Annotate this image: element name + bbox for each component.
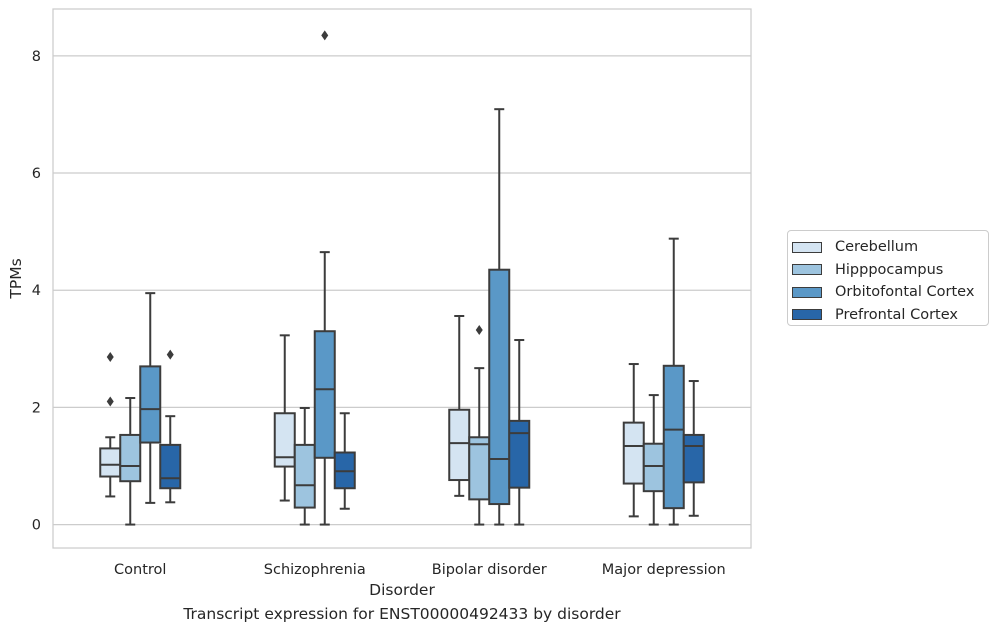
box <box>159 443 182 490</box>
box-orbitofontal-cortex <box>488 108 511 526</box>
y-axis-label: TPMs <box>7 258 25 299</box>
box <box>642 442 665 493</box>
box <box>488 268 511 506</box>
box <box>622 421 645 485</box>
box-prefrontal-cortex <box>508 339 531 526</box>
x-tick-label: Bipolar disorder <box>432 562 547 578</box>
box-orbitofontal-cortex <box>139 292 162 504</box>
box <box>273 412 296 468</box>
box-prefrontal-cortex <box>159 349 182 504</box>
box-orbitofontal-cortex <box>662 237 685 526</box>
box-hipppocampus <box>293 406 316 526</box>
y-tick-label: 8 <box>32 49 41 65</box>
x-tick-labels: Control Schizophrenia Bipolar disorder Majo… <box>114 562 726 578</box>
box-hipppocampus <box>468 325 491 526</box>
box <box>139 365 162 444</box>
legend-item: Hipppocampus <box>792 259 988 282</box>
box <box>448 408 471 482</box>
legend-item: Prefrontal Cortex <box>792 304 988 327</box>
box-cerebellum <box>622 363 645 518</box>
legend-label: Hipppocampus <box>835 261 944 278</box>
plot-frame <box>52 8 752 549</box>
legend-swatch <box>792 264 822 276</box>
box-hipppocampus <box>642 394 665 526</box>
y-tick-label: 0 <box>32 518 41 534</box>
outlier-point <box>475 325 483 336</box>
box-cerebellum <box>99 352 122 498</box>
box-cerebellum <box>273 334 296 502</box>
boxes <box>99 30 705 526</box>
box <box>119 433 142 483</box>
box <box>313 330 336 459</box>
box <box>662 364 685 510</box>
box <box>682 433 705 484</box>
outlier-point <box>106 396 114 407</box>
legend-swatch <box>792 286 822 298</box>
chart-caption: Transcript expression for ENST0000049243… <box>183 605 621 623</box>
box <box>293 443 316 509</box>
box-prefrontal-cortex <box>333 412 356 510</box>
box <box>468 436 491 501</box>
box-orbitofontal-cortex <box>313 30 336 526</box>
outlier-point <box>106 352 114 363</box>
box <box>508 419 531 489</box>
x-tick-label: Control <box>114 562 166 578</box>
outlier-point <box>166 349 174 360</box>
legend-swatch <box>792 241 822 253</box>
y-tick-labels: 0 2 4 6 8 <box>32 49 41 534</box>
legend-label: Prefrontal Cortex <box>835 306 958 323</box>
legend-item: Cerebellum <box>792 236 988 259</box>
outlier-point <box>321 30 329 41</box>
legend-label: Orbitofontal Cortex <box>835 284 975 301</box>
legend: Cerebellum Hipppocampus Orbitofontal Corte… <box>787 230 989 326</box>
legend-label: Cerebellum <box>835 239 919 256</box>
legend-item: Orbitofontal Cortex <box>792 281 988 304</box>
x-tick-label: Schizophrenia <box>264 562 366 578</box>
box-hipppocampus <box>119 397 142 526</box>
box <box>99 447 122 478</box>
x-tick-label: Major depression <box>602 562 726 578</box>
y-tick-label: 4 <box>32 283 41 299</box>
legend-swatch <box>792 309 822 321</box>
y-tick-label: 6 <box>32 166 41 182</box>
x-axis-label: Disorder <box>369 581 435 599</box>
box-cerebellum <box>448 314 471 497</box>
y-tick-label: 2 <box>32 400 41 416</box>
box-prefrontal-cortex <box>682 380 705 517</box>
